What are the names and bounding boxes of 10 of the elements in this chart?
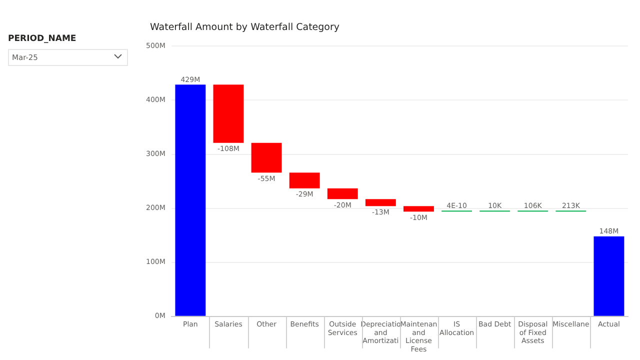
bar <box>251 142 282 173</box>
bar <box>175 84 206 316</box>
bar <box>327 188 358 200</box>
bar <box>365 199 396 206</box>
bar <box>213 84 244 143</box>
text: PERIOD_NAME <box>8 34 78 44</box>
bar <box>594 236 624 316</box>
bar <box>404 206 434 212</box>
chart-title: Waterfall Amount by Waterfall Category <box>150 22 340 33</box>
bar <box>289 172 320 188</box>
